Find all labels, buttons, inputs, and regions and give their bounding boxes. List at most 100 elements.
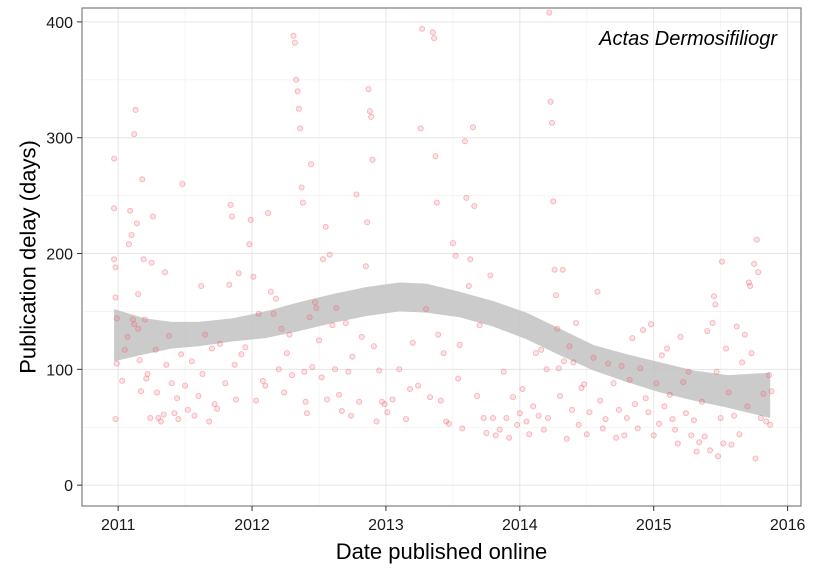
data-point <box>623 414 630 421</box>
data-point <box>674 440 681 447</box>
data-point <box>547 98 554 105</box>
x-tick-label: 2016 <box>770 517 806 534</box>
data-point <box>396 366 403 373</box>
data-point <box>753 236 760 243</box>
data-point <box>329 322 336 329</box>
data-point <box>135 325 142 332</box>
data-point <box>265 209 272 216</box>
data-point <box>368 113 375 120</box>
data-point <box>267 288 274 295</box>
x-tick-label: 2012 <box>234 517 270 534</box>
data-point <box>566 343 573 350</box>
data-point <box>202 331 209 338</box>
data-point <box>723 345 730 352</box>
plot-panel <box>82 8 801 506</box>
data-point <box>112 264 119 271</box>
data-point <box>299 199 306 206</box>
data-point <box>555 365 562 372</box>
data-point <box>613 434 620 441</box>
data-point <box>688 432 695 439</box>
data-point <box>530 403 537 410</box>
data-point <box>147 414 154 421</box>
data-point <box>471 202 478 209</box>
data-point <box>250 273 257 280</box>
data-point <box>733 323 740 330</box>
data-point <box>680 379 687 386</box>
data-point <box>342 319 349 326</box>
data-point <box>139 176 146 183</box>
data-point <box>313 304 320 311</box>
data-point <box>765 372 772 379</box>
data-point <box>238 351 245 358</box>
data-point <box>747 282 754 289</box>
data-point <box>440 350 447 357</box>
data-point <box>526 431 533 438</box>
data-point <box>760 390 767 397</box>
data-point <box>206 418 213 425</box>
data-point <box>235 270 242 277</box>
data-point <box>419 25 426 32</box>
data-point <box>590 354 597 361</box>
data-point <box>293 76 300 83</box>
data-point <box>311 299 318 306</box>
x-axis: 2011 2012 2013 2014 2015 2016 <box>101 506 806 534</box>
data-point <box>543 366 550 373</box>
data-point <box>112 416 119 423</box>
data-point <box>696 439 703 446</box>
data-point <box>326 251 333 258</box>
data-point <box>133 220 140 227</box>
data-point <box>664 345 671 352</box>
data-point <box>496 426 503 433</box>
data-point <box>232 396 239 403</box>
data-point <box>195 392 202 399</box>
data-point <box>278 325 285 332</box>
y-tick-label: 300 <box>46 131 73 148</box>
data-point <box>586 409 593 416</box>
y-axis-title: Publication delay (days) <box>16 140 41 374</box>
data-point <box>152 346 159 353</box>
data-point <box>538 346 545 353</box>
data-point <box>246 241 253 248</box>
data-point <box>656 420 663 427</box>
data-point <box>621 432 628 439</box>
data-point <box>406 385 413 392</box>
data-point <box>336 391 343 398</box>
data-point <box>366 108 373 115</box>
data-point <box>640 326 647 333</box>
data-point <box>431 35 438 42</box>
data-point <box>698 398 705 405</box>
data-point <box>610 380 617 387</box>
data-point <box>345 368 352 375</box>
data-point <box>452 252 459 259</box>
y-axis: 0 100 200 300 400 <box>46 15 82 495</box>
data-point <box>712 301 719 308</box>
data-point <box>199 370 206 377</box>
data-point <box>178 351 185 358</box>
data-point <box>121 346 128 353</box>
data-point <box>415 382 422 389</box>
data-point <box>717 414 724 421</box>
data-point <box>503 414 510 421</box>
data-point <box>141 316 148 323</box>
data-point <box>550 198 557 205</box>
data-point <box>113 315 120 322</box>
data-point <box>291 39 298 46</box>
data-point <box>437 397 444 404</box>
data-point <box>188 358 195 365</box>
data-point <box>535 412 542 419</box>
data-point <box>581 381 588 388</box>
data-point <box>384 409 391 416</box>
data-point <box>417 125 424 132</box>
data-point <box>349 353 356 360</box>
data-point <box>626 376 633 383</box>
data-point <box>658 352 665 359</box>
data-point <box>376 367 383 374</box>
data-point <box>429 29 436 36</box>
data-point <box>575 421 582 428</box>
data-point <box>469 124 476 131</box>
data-point <box>745 279 752 286</box>
data-point <box>736 431 743 438</box>
data-point <box>131 321 138 328</box>
data-point <box>605 360 612 367</box>
